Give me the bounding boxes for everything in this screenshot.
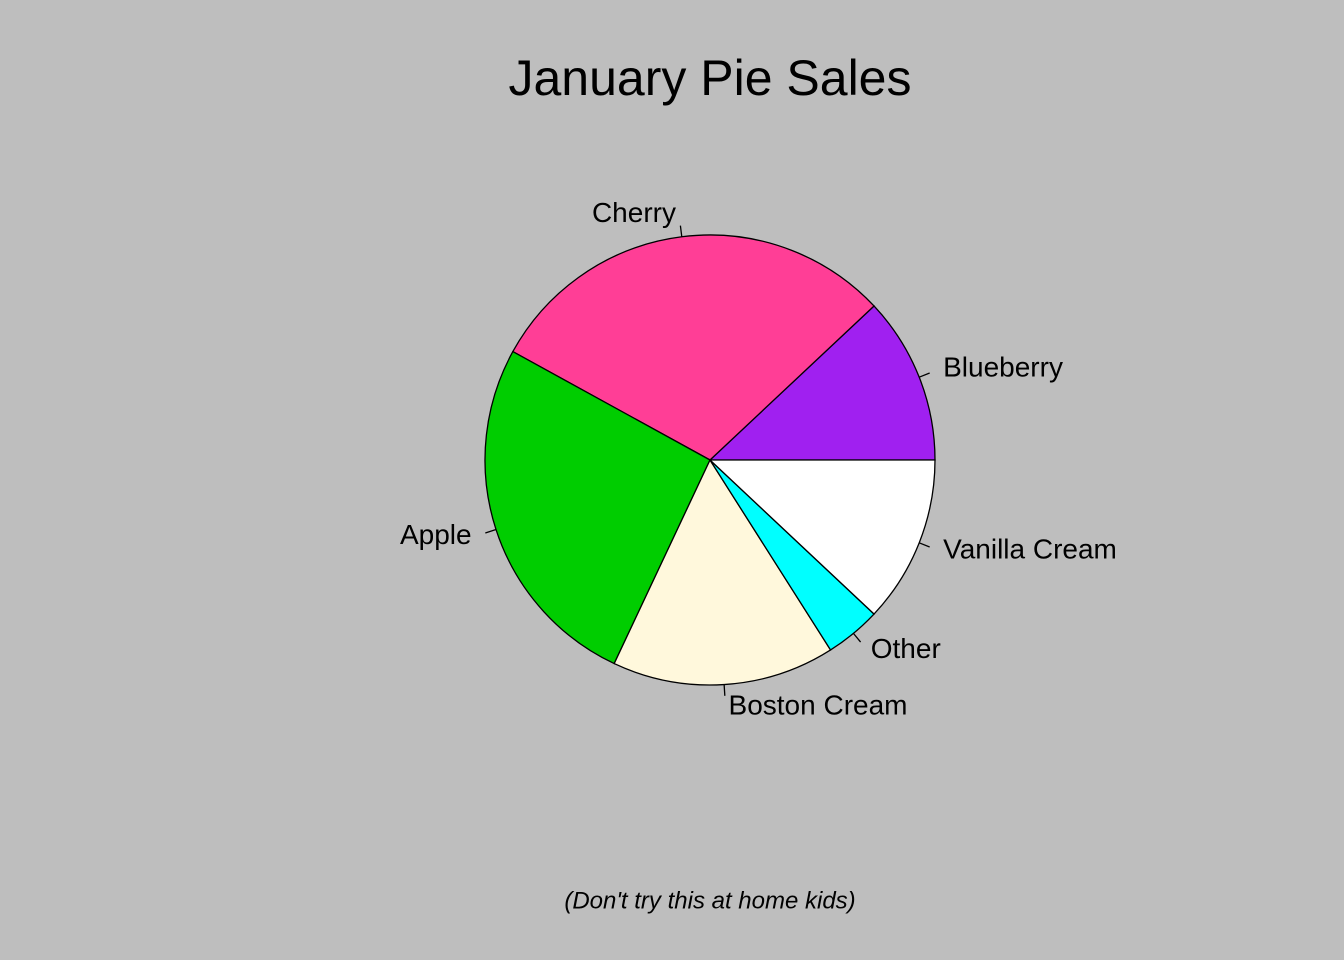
chart-subtitle: (Don't try this at home kids) <box>564 887 855 914</box>
pie-slice <box>613 458 832 686</box>
pie-slice <box>484 350 711 665</box>
chart-title: January Pie Sales <box>508 50 911 106</box>
pie-slice <box>708 305 936 461</box>
label-tick <box>918 372 930 378</box>
slice-label: Blueberry <box>943 351 1063 382</box>
label-tick <box>918 542 930 548</box>
slice-label: Boston Cream <box>729 689 908 720</box>
slice-label: Vanilla Cream <box>943 534 1117 565</box>
slice-label: Cherry <box>592 197 676 228</box>
slice-label: Other <box>871 633 941 664</box>
pie-slice <box>708 459 936 615</box>
slice-label: Apple <box>400 519 472 550</box>
label-tick <box>679 225 683 237</box>
label-tick <box>852 632 862 643</box>
label-tick <box>723 684 726 696</box>
label-tick <box>485 528 497 534</box>
